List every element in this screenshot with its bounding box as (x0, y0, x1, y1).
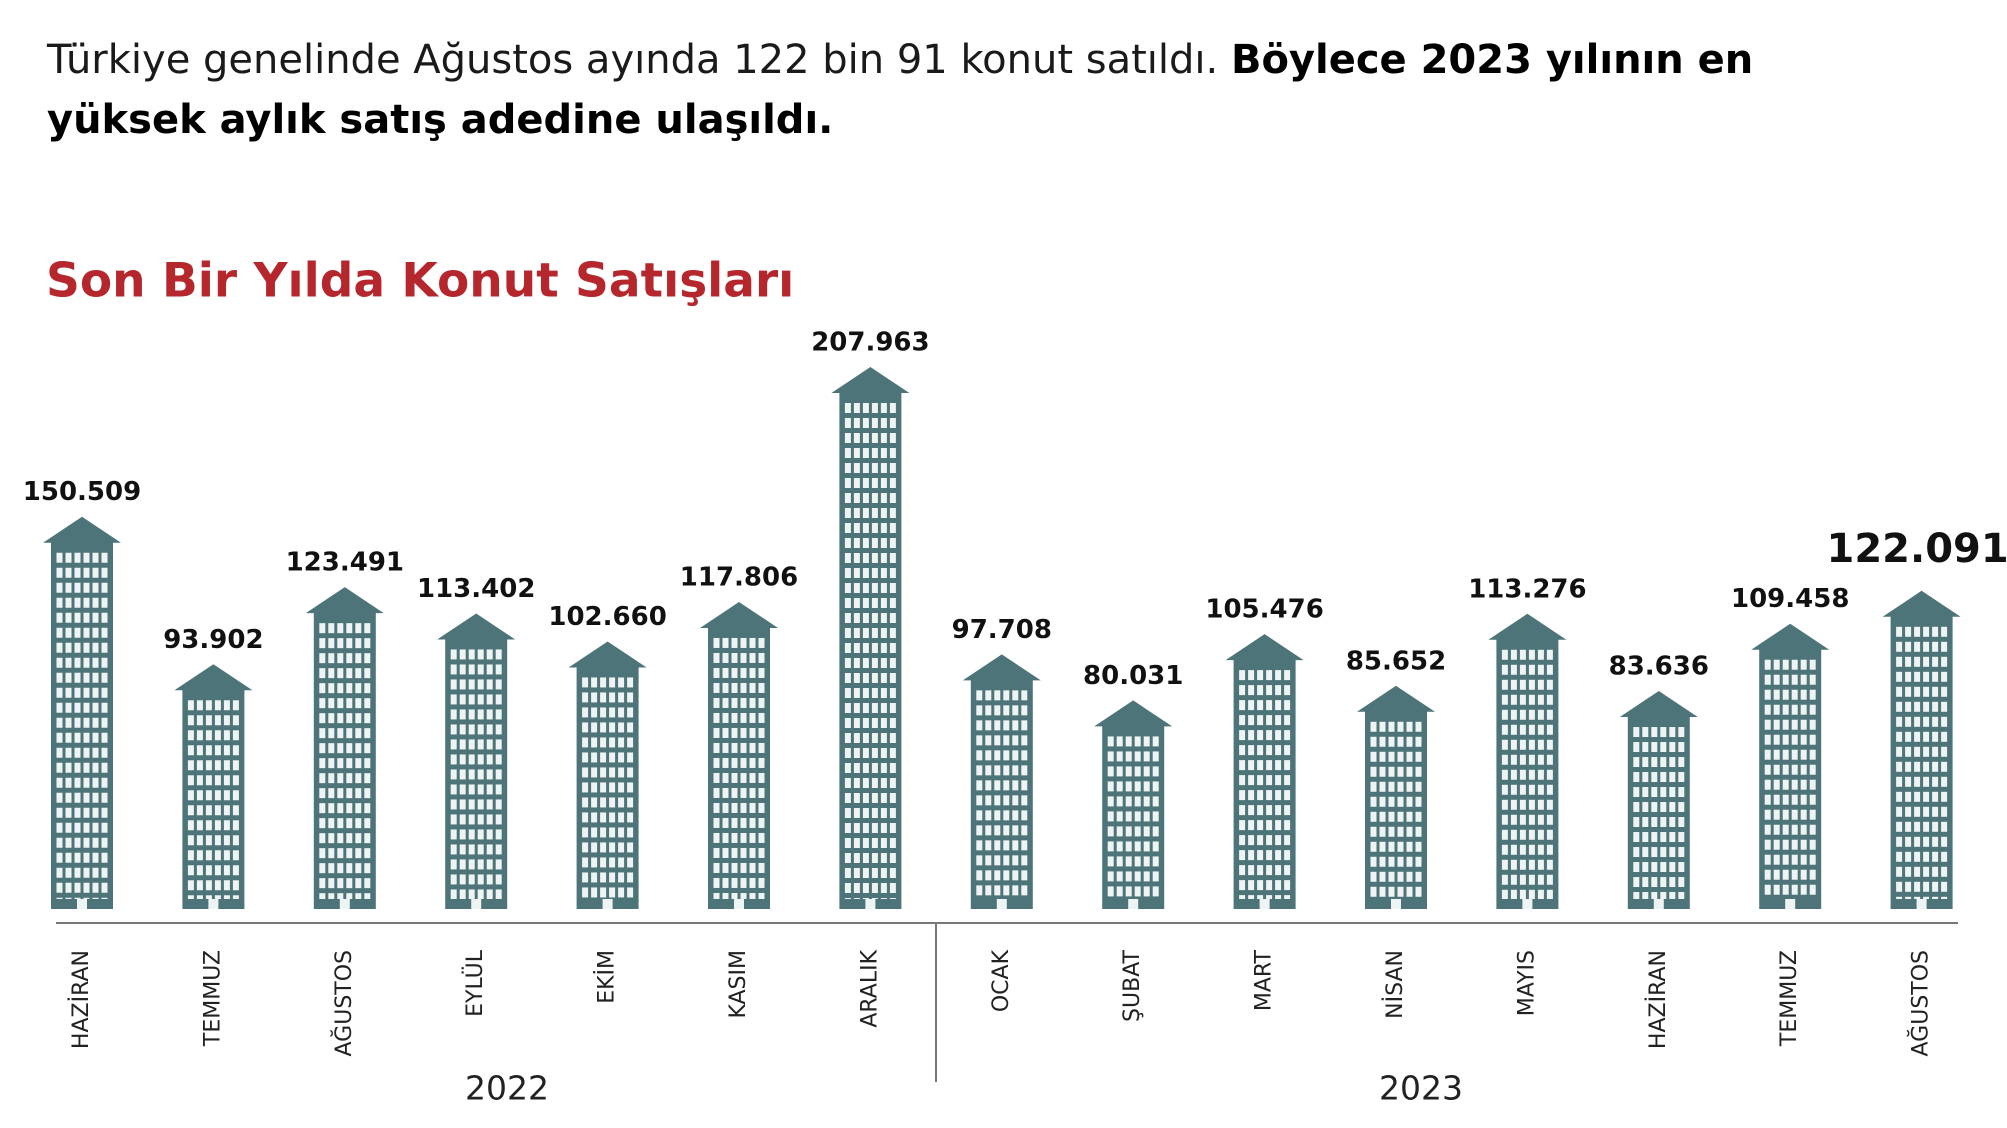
x-tick-label: TEMMUZ (200, 950, 225, 1047)
year-label: 2022 (465, 1069, 549, 1108)
door (602, 899, 613, 909)
value-label: 150.509 (23, 477, 141, 507)
chart-title: Son Bir Yılda Konut Satışları (46, 254, 794, 309)
door (1128, 899, 1139, 909)
door (471, 899, 482, 909)
door (208, 899, 219, 909)
value-label: 83.636 (1609, 652, 1709, 682)
door (77, 899, 87, 909)
x-tick-label: KASIM (726, 950, 751, 1019)
year-label: 2023 (1379, 1069, 1463, 1108)
x-tick-label: HAZİRAN (68, 950, 94, 1049)
windows (1106, 734, 1161, 899)
door (339, 899, 350, 909)
windows (1237, 668, 1292, 899)
x-tick-label: ARALIK (857, 949, 882, 1027)
headline-normal: Türkiye genelinde Ağustos ayında 122 bin… (47, 37, 1219, 83)
windows (1763, 657, 1818, 899)
door (1391, 899, 1401, 909)
windows (974, 688, 1029, 899)
value-label: 109.458 (1731, 584, 1849, 614)
windows (580, 675, 635, 899)
door (865, 899, 876, 909)
x-tick-label: EKİM (594, 950, 620, 1004)
windows (317, 621, 372, 899)
door (734, 899, 744, 909)
door (1785, 899, 1796, 909)
door (1916, 899, 1927, 909)
x-tick-label: MAYIS (1514, 950, 1539, 1016)
value-label: 122.091 (1827, 526, 2007, 572)
windows (843, 401, 898, 899)
headline: Türkiye genelinde Ağustos ayında 122 bin… (47, 30, 1847, 150)
value-label: 85.652 (1346, 646, 1446, 676)
door (1522, 899, 1533, 909)
windows (712, 635, 766, 899)
value-label: 80.031 (1083, 661, 1183, 691)
windows (186, 698, 241, 899)
windows (55, 550, 109, 899)
value-label: 105.476 (1205, 595, 1323, 625)
windows (1369, 719, 1423, 899)
value-label: 102.660 (548, 602, 666, 632)
windows (449, 647, 504, 899)
windows (1500, 647, 1555, 899)
x-tick-label: NİSAN (1382, 950, 1408, 1019)
x-tick-label: OCAK (989, 949, 1014, 1012)
value-label: 113.276 (1468, 574, 1586, 604)
x-tick-label: MART (1252, 949, 1277, 1011)
x-tick-label: AĞUSTOS (331, 950, 357, 1057)
x-tick-label: HAZİRAN (1645, 950, 1671, 1049)
door (1653, 899, 1664, 909)
value-label: 123.491 (286, 548, 404, 578)
windows (1631, 725, 1686, 899)
x-tick-label: ŞUBAT (1120, 949, 1145, 1022)
value-label: 113.402 (417, 574, 535, 604)
door (1259, 899, 1270, 909)
windows (1894, 624, 1949, 899)
value-label: 207.963 (811, 328, 929, 358)
value-label: 117.806 (680, 562, 798, 592)
x-tick-label: AĞUSTOS (1908, 950, 1934, 1057)
headline-bold: Böylece 2023 yılının en yüksek aylık sat… (47, 37, 1754, 143)
x-tick-label: EYLÜL (462, 949, 488, 1017)
door (996, 899, 1007, 909)
x-tick-label: TEMMUZ (1777, 950, 1802, 1047)
value-label: 97.708 (952, 615, 1052, 645)
value-label: 93.902 (163, 625, 263, 655)
